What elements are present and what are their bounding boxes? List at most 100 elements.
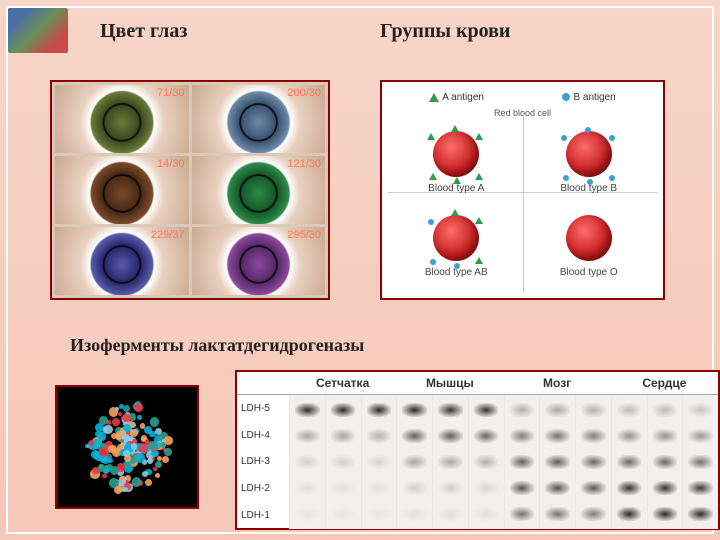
gel-header-spacer	[237, 372, 289, 394]
gel-band	[653, 403, 677, 417]
gel-band	[367, 403, 391, 417]
a-antigen-icon	[451, 125, 459, 132]
gel-lane	[396, 395, 432, 529]
gel-row-label: LDH-5	[237, 395, 289, 422]
blood-type-cell: Blood type B	[523, 120, 656, 204]
gel-band	[581, 507, 605, 521]
gel-band	[617, 455, 641, 469]
gel-lane	[575, 395, 611, 529]
gel-row-label: LDH-3	[237, 449, 289, 476]
gel-band	[510, 429, 534, 443]
blood-type-cell: Blood type AB	[390, 204, 523, 288]
b-antigen-icon	[609, 135, 615, 141]
blood-type-cell: Blood type O	[523, 204, 656, 288]
legend-b-label: B antigen	[573, 92, 615, 103]
gel-band	[510, 455, 534, 469]
gel-band	[653, 429, 677, 443]
blood-type-label: Blood type A	[428, 183, 484, 194]
gel-lane	[504, 395, 540, 529]
gel-band	[331, 507, 355, 521]
gel-band	[402, 403, 426, 417]
gel-row-label: LDH-1	[237, 502, 289, 529]
gel-band	[367, 481, 391, 495]
gel-band	[581, 455, 605, 469]
gel-band	[545, 455, 569, 469]
b-antigen-icon	[563, 175, 569, 181]
gel-band	[545, 403, 569, 417]
gel-band	[474, 481, 498, 495]
gel-band	[402, 429, 426, 443]
gel-band	[653, 507, 677, 521]
blood-type-grid: Blood type A Blood type BBlood type ABBlo…	[390, 120, 655, 288]
legend-a-label: A antigen	[442, 92, 484, 103]
gel-band	[617, 507, 641, 521]
a-antigen-icon	[453, 177, 461, 184]
gel-band	[474, 455, 498, 469]
eye-label: 14/30	[157, 158, 185, 170]
ldh-molecule-image	[55, 385, 199, 509]
gel-lane	[682, 395, 718, 529]
gel-band	[688, 507, 712, 521]
b-antigen-icon	[587, 179, 593, 185]
gel-row-label: LDH-4	[237, 422, 289, 449]
eye-label: 121/30	[287, 158, 321, 170]
eye-cell: 295/30	[192, 227, 326, 295]
gel-band	[331, 455, 355, 469]
antigen-legend: A antigen B antigen	[390, 88, 655, 106]
gel-band	[510, 403, 534, 417]
bird-thumbnail	[8, 8, 68, 53]
gel-band	[295, 429, 319, 443]
gel-lane	[647, 395, 683, 529]
gel-band	[474, 507, 498, 521]
b-antigen-icon	[430, 259, 436, 265]
blood-type-panel: A antigen B antigen Red blood cell Blood…	[380, 80, 665, 300]
gel-lane	[611, 395, 647, 529]
gel-band	[617, 481, 641, 495]
title-row: Цвет глаз Группы крови	[100, 20, 690, 43]
gel-band	[653, 455, 677, 469]
eye-cell: 200/30	[192, 85, 326, 153]
a-antigen-icon	[475, 257, 483, 264]
eye-label: 200/30	[287, 87, 321, 99]
a-antigen-icon	[429, 93, 439, 102]
b-antigen-icon	[454, 263, 460, 269]
eye-label: 295/30	[287, 229, 321, 241]
a-antigen-icon	[427, 133, 435, 140]
title-blood-types: Группы крови	[380, 20, 510, 43]
b-antigen-icon	[609, 175, 615, 181]
gel-band	[653, 481, 677, 495]
isozyme-title: Изоферменты лактатдегидрогеназы	[70, 335, 364, 356]
eye-cell: 71/30	[55, 85, 189, 153]
gel-band	[367, 429, 391, 443]
a-antigen-icon	[451, 209, 459, 216]
gel-band	[438, 507, 462, 521]
gel-band	[581, 429, 605, 443]
red-blood-cell-icon	[566, 215, 612, 261]
gel-row-labels: LDH-5LDH-4LDH-3LDH-2LDH-1	[237, 395, 289, 529]
gel-band	[402, 507, 426, 521]
gel-band	[402, 455, 426, 469]
legend-b-antigen: B antigen	[562, 92, 615, 103]
gel-band	[295, 455, 319, 469]
gel-band	[367, 507, 391, 521]
gel-band	[510, 481, 534, 495]
eye-color-grid: 71/30200/3014/30121/30229/37295/30	[50, 80, 330, 300]
gel-band	[617, 403, 641, 417]
gel-band	[545, 429, 569, 443]
gel-band	[688, 429, 712, 443]
gel-lane	[468, 395, 504, 529]
gel-band	[474, 403, 498, 417]
eye-cell: 14/30	[55, 156, 189, 224]
legend-a-antigen: A antigen	[429, 92, 484, 103]
gel-band	[438, 403, 462, 417]
b-antigen-icon	[561, 135, 567, 141]
gel-band	[688, 455, 712, 469]
gel-band	[474, 429, 498, 443]
eye-cell: 121/30	[192, 156, 326, 224]
gel-band	[331, 429, 355, 443]
gel-band	[688, 403, 712, 417]
gel-band	[295, 507, 319, 521]
gel-lane	[539, 395, 575, 529]
gel-lane	[361, 395, 397, 529]
gel-lane	[432, 395, 468, 529]
